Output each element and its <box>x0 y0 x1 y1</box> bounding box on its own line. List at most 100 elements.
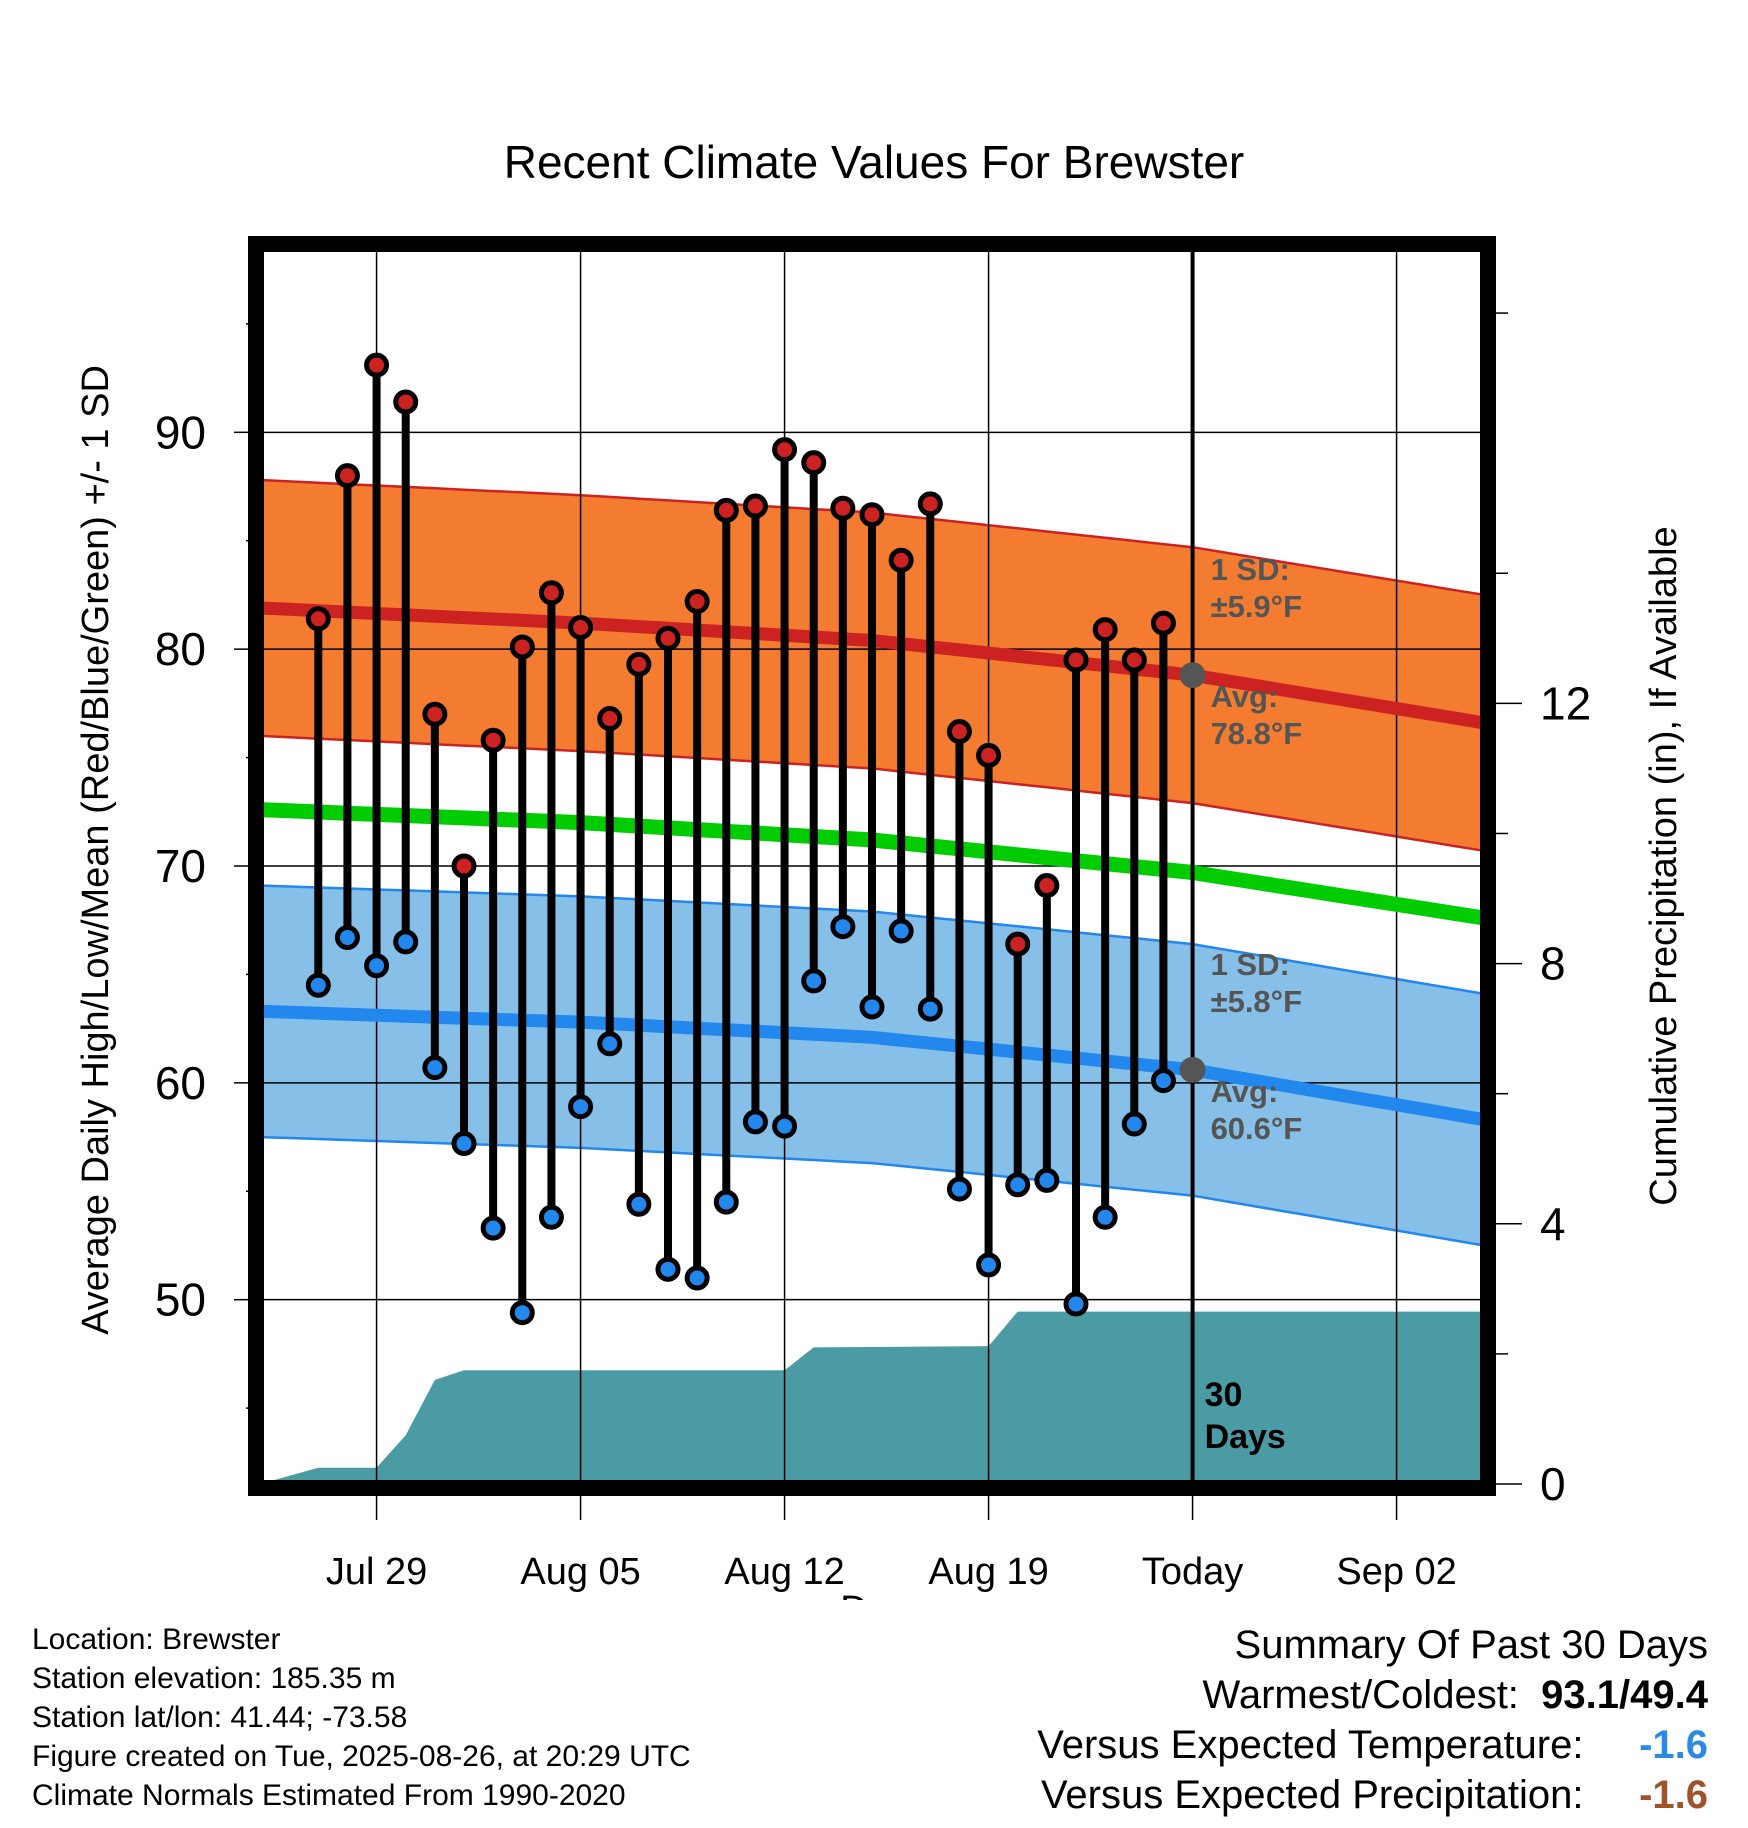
daily-low-point <box>1092 1204 1118 1230</box>
daily-low-point <box>859 994 885 1020</box>
daily-high-point <box>568 614 594 640</box>
y2-tick-label: 4 <box>1540 1198 1566 1250</box>
daily-low-point <box>917 996 943 1022</box>
temp-row: Versus Expected Temperature: -1.6 <box>1037 1720 1708 1770</box>
daily-high-point <box>1121 647 1147 673</box>
y2-tick-label: 0 <box>1540 1458 1566 1510</box>
location-text: Location: Brewster <box>32 1623 281 1656</box>
daily-low-point <box>830 914 856 940</box>
daily-low-point <box>772 1113 798 1139</box>
x-tick-label: Sep 02 <box>1336 1551 1456 1593</box>
daily-low-point <box>334 925 360 951</box>
daily-high-point <box>1063 647 1089 673</box>
elevation-text: Station elevation: 185.35 m <box>32 1662 396 1695</box>
daily-low-point <box>713 1189 739 1215</box>
daily-low-point <box>801 968 827 994</box>
coldest-value: 49.4 <box>1630 1673 1708 1717</box>
temp-value: -1.6 <box>1639 1723 1708 1767</box>
daily-high-point <box>364 352 390 378</box>
daily-low-point <box>364 953 390 979</box>
x-tick-label: Aug 05 <box>520 1551 640 1593</box>
daily-high-point <box>830 495 856 521</box>
daily-low-point <box>626 1191 652 1217</box>
slash: / <box>1619 1673 1631 1717</box>
daily-high-point <box>480 727 506 753</box>
x-tick-label: Aug 19 <box>928 1551 1048 1593</box>
summary-title: Summary Of Past 30 Days <box>1234 1623 1708 1667</box>
precip-value: -1.6 <box>1639 1773 1708 1817</box>
daily-high-point <box>1005 931 1031 957</box>
daily-high-point <box>713 497 739 523</box>
normals-text: Climate Normals Estimated From 1990-2020 <box>32 1779 626 1812</box>
y-tick-label: 80 <box>155 623 206 675</box>
low-sd-value: ±5.8°F <box>1211 984 1302 1019</box>
daily-high-point <box>393 389 419 415</box>
precip-label: Versus Expected Precipitation: <box>1040 1773 1584 1817</box>
daily-high-point <box>772 437 798 463</box>
daily-low-point <box>976 1252 1002 1278</box>
warm-cold-row: Warmest/Coldest: 93.1/49.4 <box>1037 1670 1708 1720</box>
daily-low-point <box>1034 1167 1060 1193</box>
daily-low-point <box>684 1265 710 1291</box>
plot-frame <box>248 236 1496 1496</box>
daily-high-point <box>626 651 652 677</box>
station-info: Location: Brewster Station elevation: 18… <box>32 1620 691 1815</box>
x-tick-label: Aug 12 <box>724 1551 844 1593</box>
y-tick-label: 50 <box>155 1274 206 1326</box>
high-avg-value: 78.8°F <box>1211 716 1303 751</box>
daily-high-point <box>422 701 448 727</box>
daily-high-point <box>976 742 1002 768</box>
daily-low-point <box>742 1109 768 1135</box>
daily-high-point <box>538 580 564 606</box>
warm-cold-label: Warmest/Coldest: <box>1202 1673 1519 1717</box>
latlon-text: Station lat/lon: 41.44; -73.58 <box>32 1701 408 1734</box>
created-text: Figure created on Tue, 2025-08-26, at 20… <box>32 1740 691 1773</box>
x-tick-label: Today <box>1142 1551 1243 1593</box>
y-axis-label: Average Daily High/Low/Mean (Red/Blue/Gr… <box>75 365 117 1335</box>
daily-high-point <box>1092 617 1118 643</box>
daily-low-point <box>451 1131 477 1157</box>
low-avg-value: 60.6°F <box>1211 1111 1303 1146</box>
precip-row: Versus Expected Precipitation: -1.6 <box>1037 1770 1708 1820</box>
daily-low-point <box>509 1300 535 1326</box>
daily-high-point <box>1034 873 1060 899</box>
y-tick-label: 90 <box>155 406 206 458</box>
daily-high-point <box>597 706 623 732</box>
daily-low-point <box>568 1094 594 1120</box>
high-sd-label: 1 SD: <box>1211 552 1290 587</box>
warmest-value: 93.1 <box>1541 1673 1620 1717</box>
high-avg-label: Avg: <box>1211 679 1279 714</box>
daily-low-point <box>1150 1068 1176 1094</box>
daily-low-point <box>1121 1111 1147 1137</box>
y-tick-label: 60 <box>155 1057 206 1109</box>
y2-tick-label: 12 <box>1540 677 1591 729</box>
daily-high-point <box>801 450 827 476</box>
daily-high-point <box>334 463 360 489</box>
daily-high-point <box>684 588 710 614</box>
precipitation-area <box>260 1311 1484 1484</box>
daily-low-point <box>888 918 914 944</box>
daily-high-point <box>655 625 681 651</box>
daily-high-point <box>742 493 768 519</box>
x-axis-label: Day <box>840 1589 908 1600</box>
days-count-label: 30 <box>1205 1376 1243 1414</box>
daily-low-point <box>1063 1291 1089 1317</box>
daily-low-point <box>305 972 331 998</box>
high-sd-value: ±5.9°F <box>1211 589 1302 624</box>
y-tick-label: 70 <box>155 840 206 892</box>
daily-low-point <box>655 1256 681 1282</box>
climate-chart: Recent Climate Values For Brewster 1 SD:… <box>75 136 1685 1600</box>
y2-tick-label: 8 <box>1540 938 1566 990</box>
temp-label: Versus Expected Temperature: <box>1037 1723 1584 1767</box>
daily-low-point <box>480 1215 506 1241</box>
daily-low-point <box>1005 1172 1031 1198</box>
y2-axis-label: Cumulative Precipitation (in), If Availa… <box>1643 526 1685 1205</box>
daily-low-point <box>946 1176 972 1202</box>
daily-high-point <box>859 502 885 528</box>
low-avg-label: Avg: <box>1211 1074 1279 1109</box>
chart-title: Recent Climate Values For Brewster <box>504 136 1245 188</box>
daily-low-point <box>393 929 419 955</box>
today-low-normal-marker <box>1179 1056 1206 1083</box>
daily-low-point <box>422 1055 448 1081</box>
